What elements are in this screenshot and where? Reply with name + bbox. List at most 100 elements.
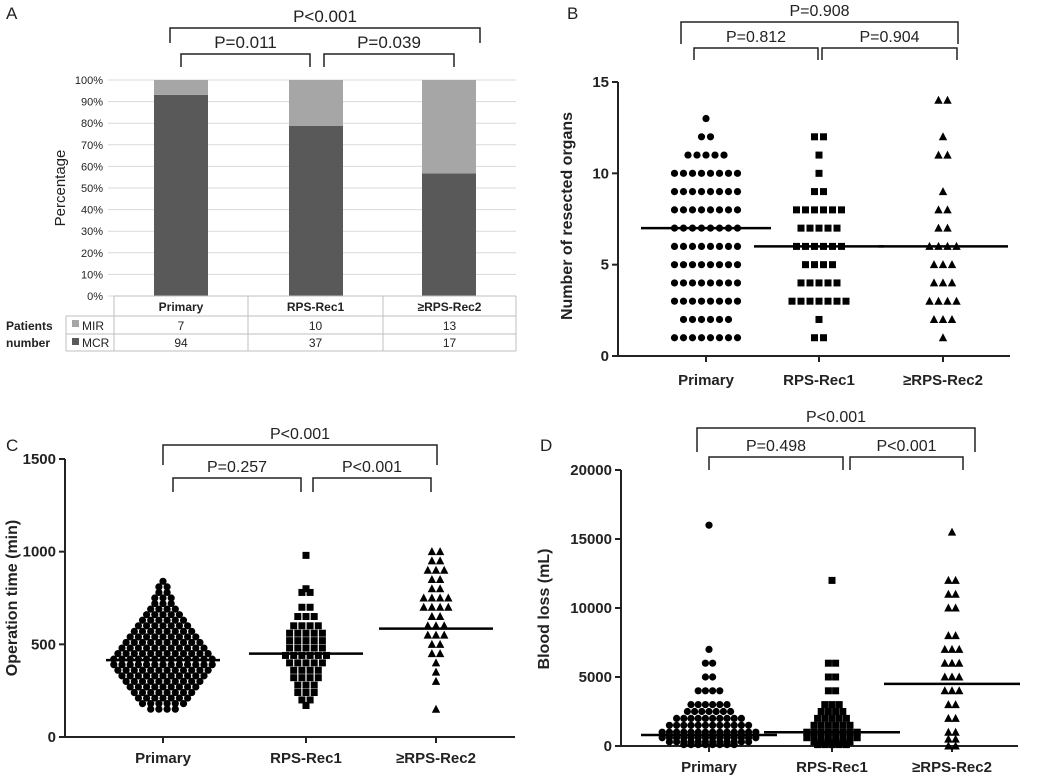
panel-d-point	[709, 687, 717, 695]
panel-c-point	[196, 677, 204, 686]
panel-c-point	[310, 644, 318, 652]
panel-c-point	[143, 611, 151, 619]
panel-d-point	[824, 738, 832, 746]
panel-c-point	[138, 700, 147, 708]
panel-c-point	[151, 594, 159, 602]
panel-c-point	[126, 672, 134, 680]
panel-c-point	[147, 700, 155, 708]
panel-c-point	[147, 627, 155, 635]
panel-c-point	[110, 661, 118, 669]
panel-b-point	[793, 206, 800, 214]
panel-a-legend-swatch-mir	[72, 320, 79, 327]
panel-c-point	[147, 688, 155, 697]
panel-b-point	[715, 315, 724, 324]
panel-a-row-header: number	[6, 336, 50, 350]
panel-d-point	[828, 741, 836, 749]
panel-b-bracket-pair23-label: P=0.904	[859, 29, 919, 46]
panel-a-count-mir: 13	[443, 319, 457, 333]
panel-d-point	[701, 687, 710, 695]
panel-c-point	[306, 651, 314, 659]
panel-d-point	[951, 700, 960, 709]
panel-c-point	[302, 637, 310, 645]
panel-c-point	[159, 599, 167, 608]
panel-b-point	[715, 188, 724, 196]
panel-b-point	[706, 133, 715, 141]
panel-d-bracket-pair12-label: P=0.498	[746, 438, 806, 455]
panel-c-point	[167, 611, 175, 619]
panel-b-point	[679, 279, 688, 287]
panel-c-point	[306, 666, 314, 674]
panel-d-point	[951, 741, 960, 750]
panel-c-point	[159, 594, 167, 602]
panel-b-point	[833, 297, 841, 305]
panel-a-count-mcr: 17	[443, 336, 457, 350]
panel-b-point	[829, 206, 836, 214]
panel-c-point	[314, 674, 322, 682]
panel-c-point	[134, 694, 142, 702]
panel-c-point	[427, 649, 437, 658]
panel-d-point	[944, 713, 953, 722]
panel-b-point	[706, 261, 715, 269]
panel-b-point	[925, 296, 934, 305]
panel-c-point	[163, 677, 171, 686]
panel-a-bar-mcr	[154, 94, 208, 297]
panel-c-point	[134, 672, 142, 680]
panel-d-point	[694, 721, 702, 729]
panel-d-point	[947, 644, 957, 653]
panel-b-point	[715, 297, 724, 305]
panel-c-point	[179, 677, 188, 686]
panel-c-point	[130, 638, 138, 647]
panel-d-point	[940, 658, 949, 667]
panel-b-points	[641, 95, 1008, 342]
panel-c-bracket-pair23-label: P<0.001	[342, 459, 402, 476]
panel-a-bracket-overall-label: P<0.001	[293, 7, 357, 26]
panel-c-point	[427, 574, 437, 583]
panel-d-point	[955, 658, 964, 667]
panel-c-point	[184, 622, 192, 630]
panel-d-point	[951, 631, 960, 640]
panel-b-point	[815, 315, 823, 323]
panel-b-point	[724, 169, 733, 177]
panel-c-point	[143, 644, 151, 652]
panel-d-point	[944, 741, 953, 750]
panel-b-point	[688, 261, 697, 269]
panel-c-point	[192, 672, 200, 680]
panel-c-point	[419, 602, 428, 611]
panel-b-point	[938, 260, 948, 269]
panel-b-point	[811, 133, 818, 141]
panel-c-point	[175, 683, 183, 691]
panel-b-point	[697, 261, 706, 269]
panel-c-point	[431, 658, 441, 667]
panel-b-point	[715, 334, 724, 342]
panel-c-point	[159, 661, 167, 669]
panel-c-point	[200, 672, 208, 680]
panel-d-point	[947, 527, 957, 536]
panel-d-point	[940, 686, 949, 695]
panel-d-point	[687, 714, 695, 723]
panel-b-point	[815, 151, 823, 159]
panel-b-point	[929, 278, 939, 287]
panel-d-point	[817, 738, 825, 746]
panel-b-point	[697, 188, 706, 196]
panel-c-point	[310, 689, 318, 697]
panel-c-point	[302, 701, 310, 709]
panel-c-point	[130, 627, 138, 635]
panel-c-point	[294, 659, 302, 667]
panel-d-point	[951, 589, 960, 598]
panel-c-point	[179, 638, 188, 647]
panel-b-point	[679, 242, 688, 250]
panel-c-point	[155, 688, 163, 697]
panel-c-point	[423, 565, 432, 574]
panel-c-point	[163, 588, 171, 597]
panel-c-point	[134, 661, 142, 669]
panel-c-point	[188, 650, 196, 658]
panel-c-point	[151, 672, 159, 680]
panel-c-point	[302, 613, 310, 621]
panel-b-point	[706, 188, 715, 196]
panel-c-point	[444, 593, 453, 602]
panel-c-point	[314, 666, 322, 674]
panel-c-point	[184, 683, 192, 691]
panel-d-point	[944, 734, 953, 743]
panel-d-y-tick-label: 20000	[570, 462, 612, 479]
panel-c-point	[175, 694, 183, 702]
